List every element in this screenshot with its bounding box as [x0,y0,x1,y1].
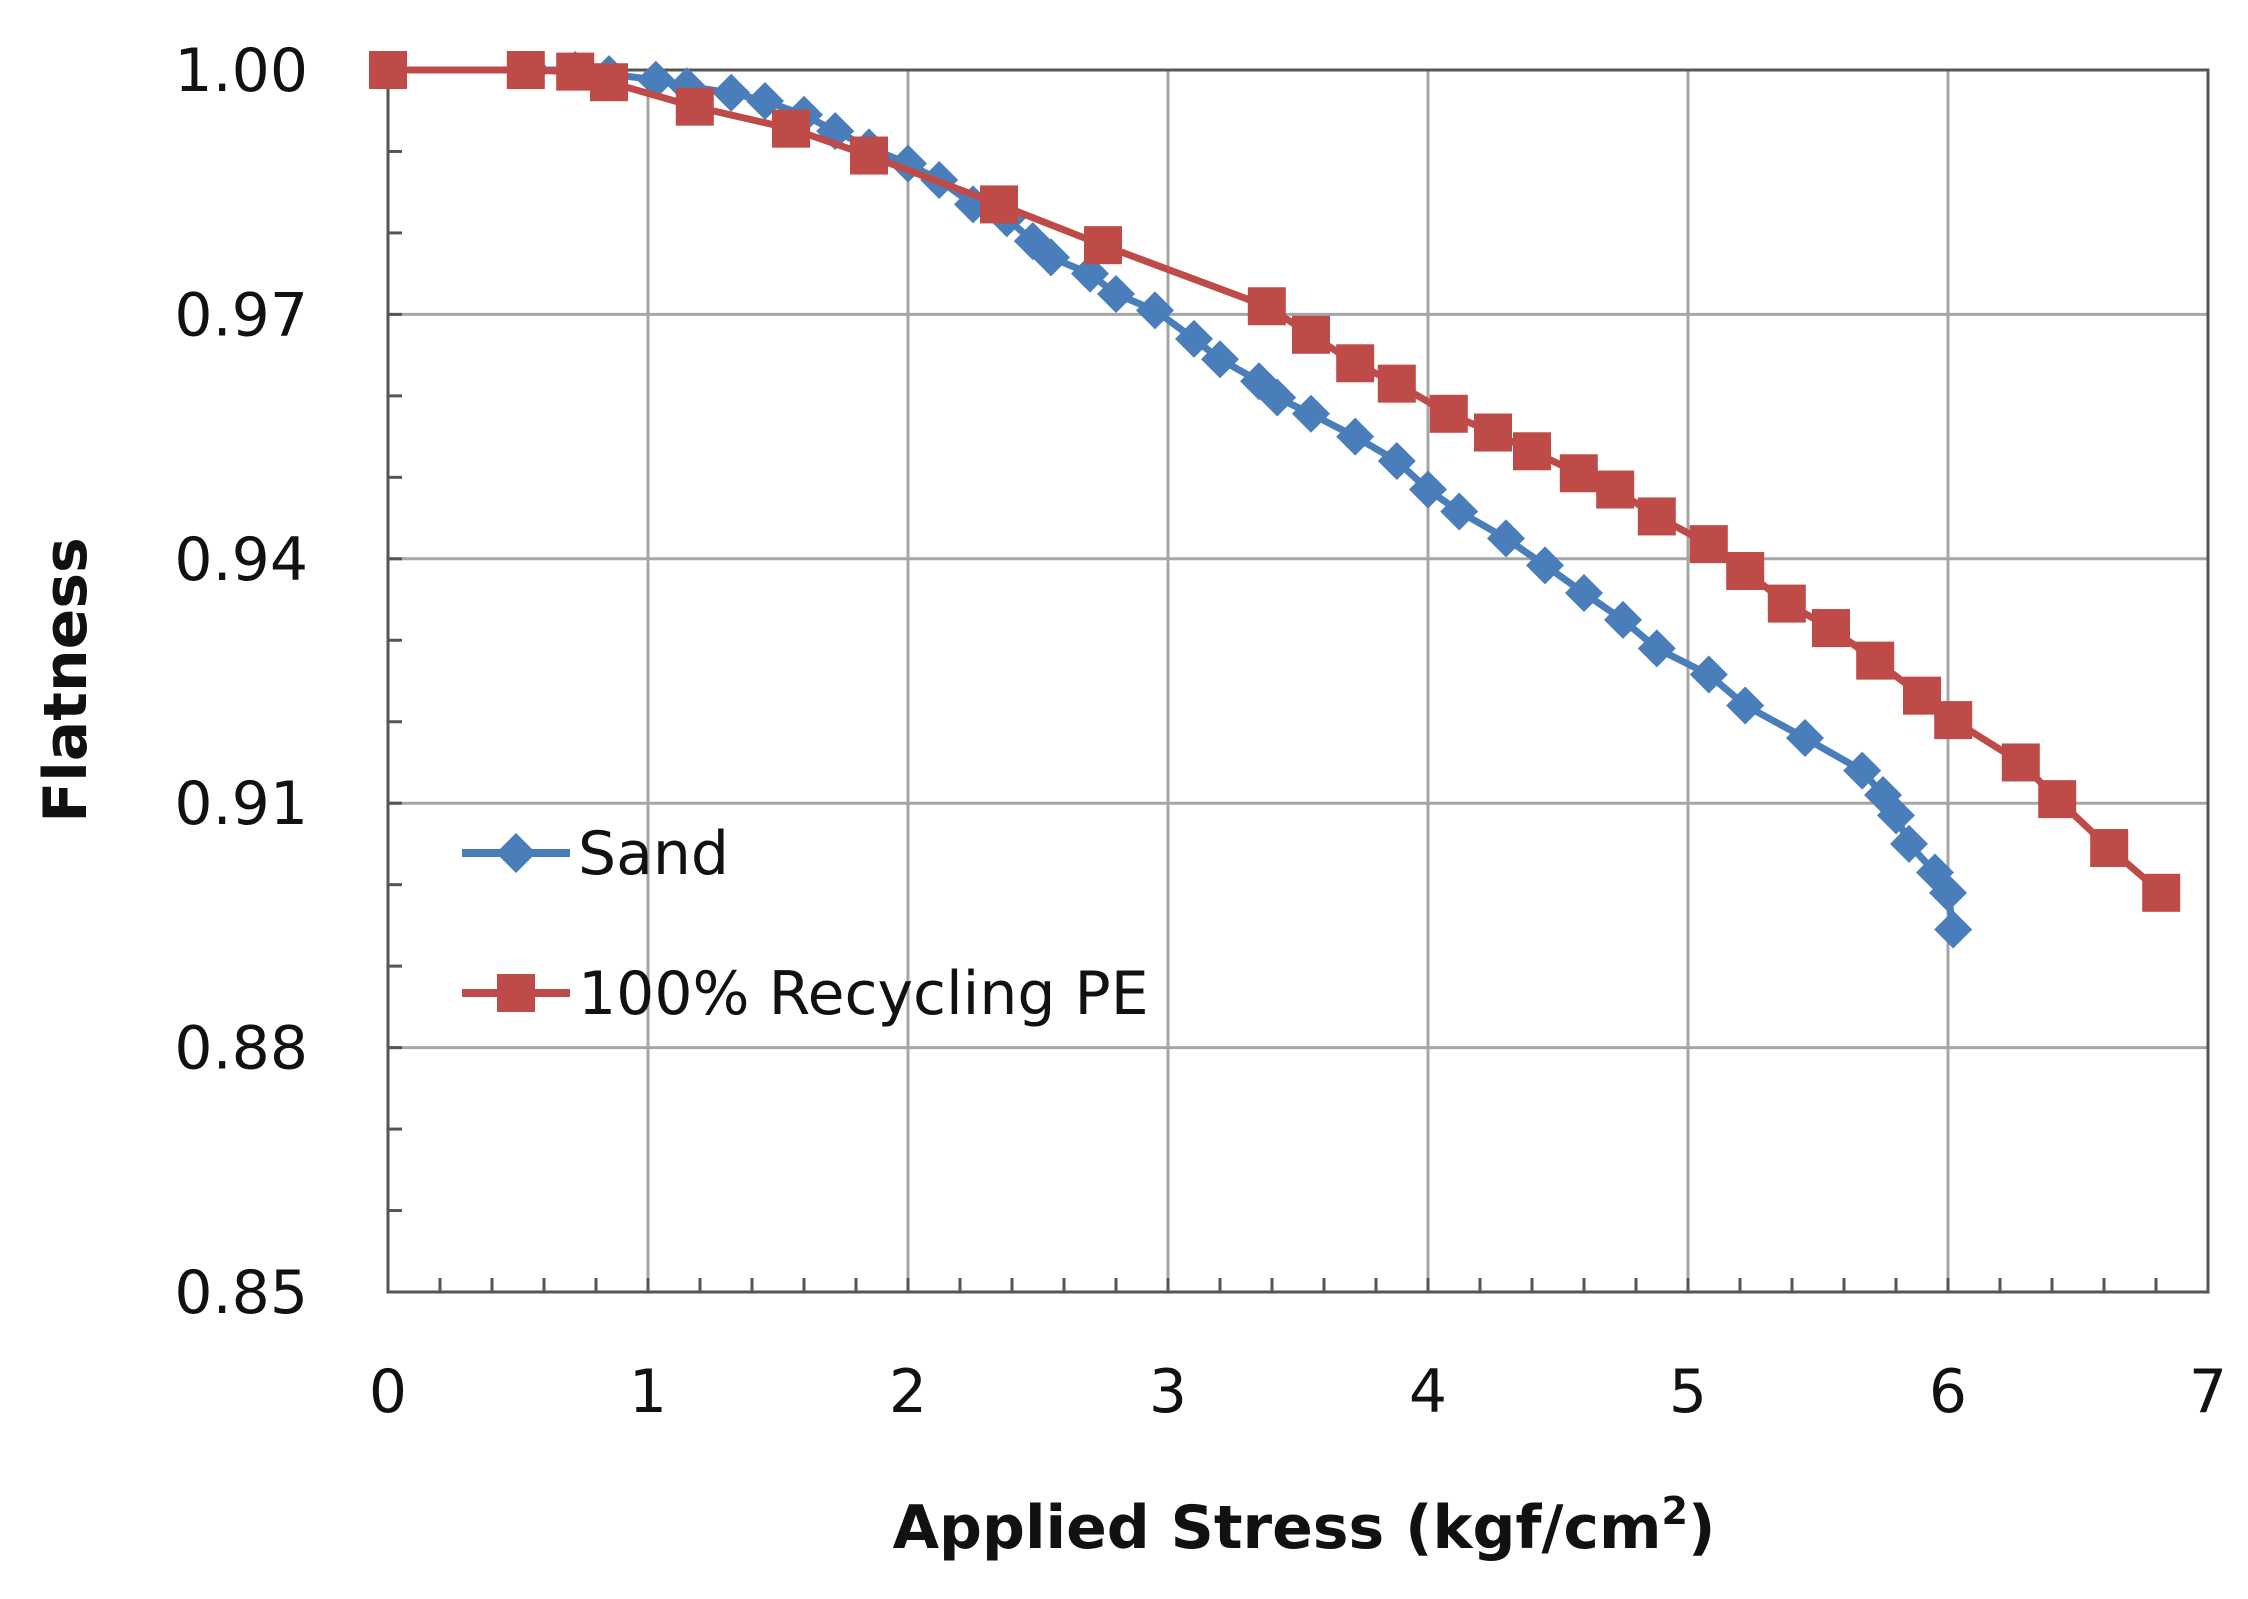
series-1-point-25 [1934,701,1973,740]
series-1-point-13 [1429,394,1468,433]
series-1-point-3 [590,63,628,102]
series-0-point-24 [1336,417,1375,456]
series-1-point-7 [980,185,1018,224]
series-0-point-23 [1292,394,1330,433]
y-axis-title: Flatness [31,537,101,823]
series-1-point-16 [1559,454,1598,493]
legend-marker-sand [496,833,536,873]
x-tick-label-4: 4 [1409,1357,1447,1427]
series-0-point-42 [1934,910,1973,949]
series-0-point-39 [1890,824,1928,863]
y-tick-label-3: 0.94 [174,525,308,595]
y-tick-label-2: 0.91 [174,769,308,839]
series-1-point-0 [369,51,407,89]
series-1-point-2 [556,52,595,91]
legend: Sand 100% Recycling PE [462,819,1149,1029]
legend-marker-recycling-pe [497,974,535,1012]
x-tick-label-6: 6 [1929,1357,1967,1427]
series-0-point-32 [1637,629,1676,668]
y-tick-labels: 0.85 0.88 0.91 0.94 0.97 1.00 [174,36,308,1328]
series-1-point-6 [850,136,888,175]
series-0-point-22 [1258,378,1297,417]
series-1-point-1 [506,51,545,89]
x-tick-label-3: 3 [1149,1357,1187,1427]
x-tick-label-0: 0 [369,1357,407,1427]
series-1-point-9 [1247,287,1286,326]
series-1-point-12 [1377,364,1416,403]
legend-entry-sand[interactable]: Sand [462,819,729,889]
series-0-point-5 [712,73,751,112]
series-0-point-27 [1440,492,1479,531]
x-axis-title-close: ) [1688,1493,1715,1563]
x-axis-title-main: Applied Stress (kgf/cm [893,1493,1662,1563]
series-0-point-35 [1786,719,1824,758]
series-0-point-36 [1843,751,1882,790]
x-axis-title: Applied Stress (kgf/cm2) [893,1489,1716,1563]
series-1-point-8 [1084,226,1122,265]
x-axis-title-superscript: 2 [1662,1489,1688,1533]
series [369,51,2181,949]
series-0-point-19 [1175,319,1213,358]
x-tick-label-7: 7 [2189,1357,2227,1427]
series-1-point-19 [1689,525,1728,564]
series-0-point-34 [1726,686,1765,725]
series-1-point-10 [1292,315,1330,354]
minor-ticks [388,149,2158,1292]
series-0-point-16 [1071,254,1109,293]
series-1-point-14 [1474,413,1512,452]
series-0-point-30 [1565,574,1603,613]
series-1-point-4 [675,87,714,126]
series-1-point-27 [2038,780,2077,819]
series-0-point-15 [1032,238,1070,277]
y-tick-label-5: 1.00 [174,36,308,106]
x-tick-labels: 0 1 2 3 4 5 6 7 [369,1357,2227,1427]
series-1-point-11 [1336,344,1375,383]
series-1-point-15 [1513,432,1551,471]
series-0-point-38 [1877,796,1915,835]
legend-label-sand: Sand [578,819,729,889]
series-0-point-17 [1097,275,1135,314]
series-1-point-29 [2142,873,2181,912]
y-tick-label-4: 0.97 [174,280,308,350]
series-1-point-20 [1726,552,1765,591]
series-0-point-25 [1377,442,1416,481]
series-1-point-23 [1856,641,1895,680]
series-1-point-22 [1812,609,1850,648]
series-1-point-18 [1637,497,1676,536]
series-1-point-21 [1767,584,1806,623]
series-1-point-17 [1596,470,1635,509]
y-tick-label-0: 0.85 [174,1258,308,1328]
y-tick-label-1: 0.88 [174,1014,308,1084]
series-1 [369,51,2181,912]
series-0-point-20 [1201,340,1239,379]
legend-label-recycling-pe: 100% Recycling PE [578,959,1149,1029]
series-0-point-28 [1487,519,1525,558]
plot-frame [386,68,2210,1294]
series-1-point-26 [2001,743,2040,782]
x-tick-label-1: 1 [629,1357,667,1427]
x-tick-label-5: 5 [1669,1357,1707,1427]
series-1-point-5 [772,109,810,148]
series-0-point-29 [1526,546,1564,585]
x-tick-label-2: 2 [889,1357,927,1427]
series-0-point-41 [1929,873,1967,912]
series-0-point-33 [1689,655,1728,694]
series-0-point-18 [1136,291,1174,330]
series-0-point-31 [1604,600,1642,639]
series-0-point-26 [1409,470,1447,509]
series-1-point-28 [2090,829,2129,868]
legend-entry-recycling-pe[interactable]: 100% Recycling PE [462,959,1149,1029]
